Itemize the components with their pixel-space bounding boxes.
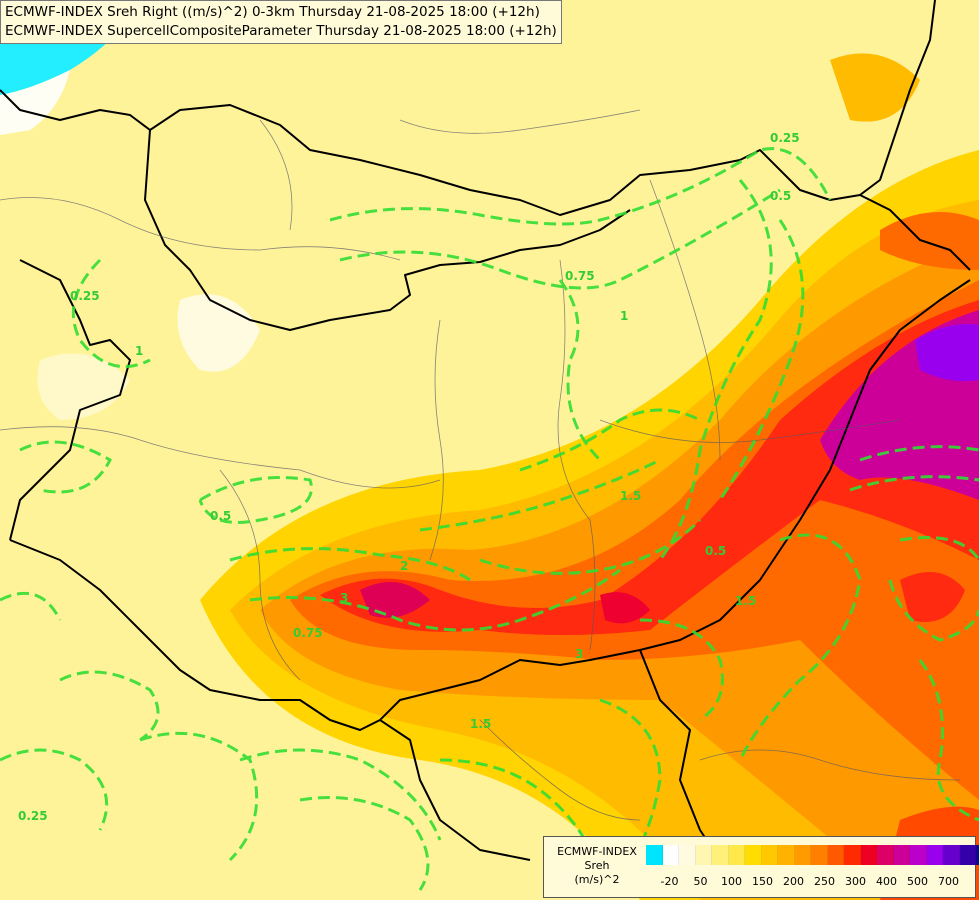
contour-label: 2 <box>400 559 408 573</box>
legend-swatch <box>910 845 927 865</box>
legend-swatch <box>893 845 910 865</box>
map-title-box: ECMWF-INDEX Sreh Right ((m/s)^2) 0-3km T… <box>0 0 562 44</box>
legend-tick-label: 500 <box>907 875 928 888</box>
legend-title: ECMWF-INDEX Sreh (m/s)^2 <box>549 845 645 887</box>
legend-swatch <box>679 845 696 865</box>
contour-label: 3 <box>340 591 348 605</box>
legend-tick-label: 200 <box>783 875 804 888</box>
legend-swatch <box>959 845 976 865</box>
legend-swatch <box>943 845 960 865</box>
contour-label: 0.75 <box>293 626 323 640</box>
contour-label: 0.5 <box>210 509 231 523</box>
legend-variable: Sreh <box>584 859 610 872</box>
legend-swatch <box>646 845 663 865</box>
low-shear-area <box>0 70 70 135</box>
title-line-sreh: ECMWF-INDEX Sreh Right ((m/s)^2) 0-3km T… <box>5 4 540 20</box>
contour-label: 0.75 <box>565 269 595 283</box>
legend-tick-label: -20 <box>660 875 679 888</box>
legend-tick-label: 150 <box>752 875 773 888</box>
contour-label: 1.5 <box>735 594 756 608</box>
contour-label: 1.5 <box>620 489 641 503</box>
contour-label: 3 <box>575 647 583 661</box>
contour-label: 1.5 <box>470 717 491 731</box>
legend-swatch <box>695 845 712 865</box>
legend-swatch <box>926 845 943 865</box>
contour-label: 0.25 <box>18 809 48 823</box>
legend-swatch <box>778 845 795 865</box>
legend-swatch <box>811 845 828 865</box>
contour-label: 0.25 <box>770 131 800 145</box>
low-shear-area-3 <box>37 353 130 420</box>
legend-swatch <box>844 845 861 865</box>
contour-label: 0.25 <box>70 289 100 303</box>
legend-tick-label: 250 <box>814 875 835 888</box>
legend-tick-label: 50 <box>693 875 708 888</box>
region-borders <box>0 109 961 821</box>
contour-label: 0.5 <box>770 189 791 203</box>
legend-swatch <box>761 845 778 865</box>
legend-source: ECMWF-INDEX <box>557 845 637 858</box>
legend-swatch <box>712 845 729 865</box>
legend-swatches <box>646 845 979 865</box>
legend-unit: (m/s)^2 <box>574 873 620 886</box>
country-borders <box>0 0 971 861</box>
legend-swatch <box>877 845 894 865</box>
legend-ticks: -20 50 100 150 200 250 300 400 500 700 <box>646 875 971 891</box>
legend-swatch <box>794 845 811 865</box>
legend-swatch <box>745 845 762 865</box>
legend-tick-label: 100 <box>721 875 742 888</box>
contour-label: 1 <box>620 309 628 323</box>
legend-swatch <box>728 845 745 865</box>
title-line-scp: ECMWF-INDEX SupercellCompositeParameter … <box>5 23 557 39</box>
shear-field <box>200 53 979 900</box>
legend-swatch <box>976 845 979 865</box>
legend-tick-label: 700 <box>938 875 959 888</box>
contour-label: 0.5 <box>705 544 726 558</box>
legend-swatch <box>860 845 877 865</box>
legend-swatch <box>827 845 844 865</box>
legend-swatch <box>662 845 679 865</box>
contour-labels: 0.25 0.5 0.75 1 1.5 2 3 0.25 0.5 0.75 1 … <box>18 131 800 823</box>
legend-tick-label: 400 <box>876 875 897 888</box>
contour-label: 1 <box>135 344 143 358</box>
color-legend: ECMWF-INDEX Sreh (m/s)^2 -20 50 100 150 200 2… <box>543 836 979 898</box>
legend-tick-label: 300 <box>845 875 866 888</box>
